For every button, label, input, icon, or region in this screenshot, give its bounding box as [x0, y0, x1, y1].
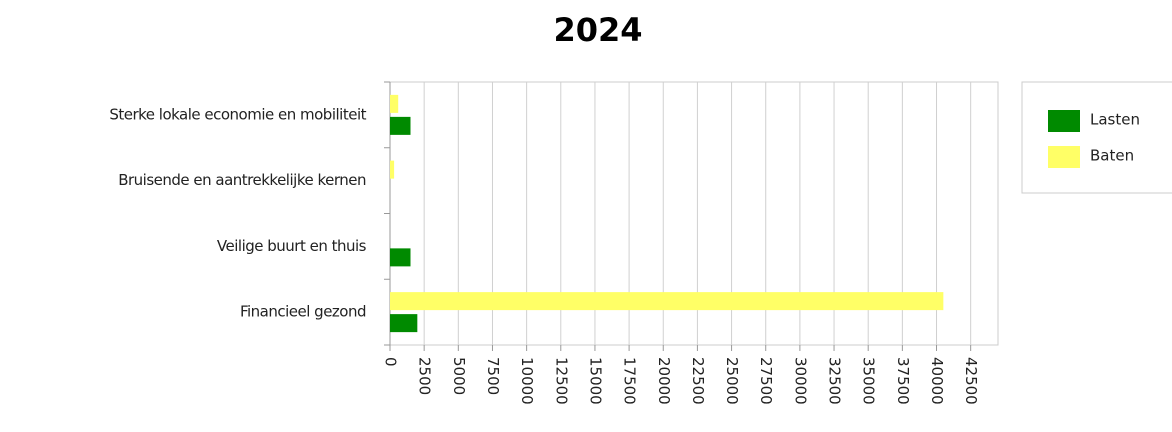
bar	[390, 292, 944, 311]
bar	[390, 314, 418, 333]
x-tick-label: 12500	[552, 357, 570, 405]
x-tick-label: 2500	[416, 357, 434, 395]
legend-box	[1021, 81, 1172, 194]
legend-swatch	[1048, 146, 1080, 168]
legend-label: Lasten	[1090, 111, 1140, 129]
x-tick-label: 30000	[791, 357, 809, 405]
bar	[390, 248, 411, 267]
y-tick-label: Veilige buurt en thuis	[217, 237, 367, 255]
x-tick-label: 40000	[928, 357, 946, 405]
x-tick-label: 5000	[450, 357, 468, 395]
x-tick-label: 35000	[860, 357, 878, 405]
y-tick-label: Bruisende en aantrekkelijke kernen	[118, 171, 366, 189]
y-tick-label: Financieel gezond	[240, 303, 366, 321]
x-tick-label: 15000	[586, 357, 604, 405]
legend-swatch	[1048, 110, 1080, 132]
x-tick-label: 0	[382, 357, 400, 367]
chart-title: 2024	[553, 11, 642, 49]
x-tick-label: 22500	[689, 357, 707, 405]
x-tick-label: 17500	[621, 357, 639, 405]
x-tick-label: 7500	[484, 357, 502, 395]
bar	[390, 94, 399, 113]
x-tick-label: 10000	[518, 357, 536, 405]
x-tick-label: 20000	[655, 357, 673, 405]
x-tick-label: 27500	[757, 357, 775, 405]
x-tick-label: 32500	[826, 357, 844, 405]
x-tick-label: 37500	[894, 357, 912, 405]
x-tick-label: 25000	[723, 357, 741, 405]
legend-label: Baten	[1090, 147, 1134, 165]
bar	[390, 116, 411, 135]
y-tick-label: Sterke lokale economie en mobiliteit	[109, 105, 366, 123]
x-tick-label: 42500	[962, 357, 980, 405]
bar	[390, 160, 395, 179]
